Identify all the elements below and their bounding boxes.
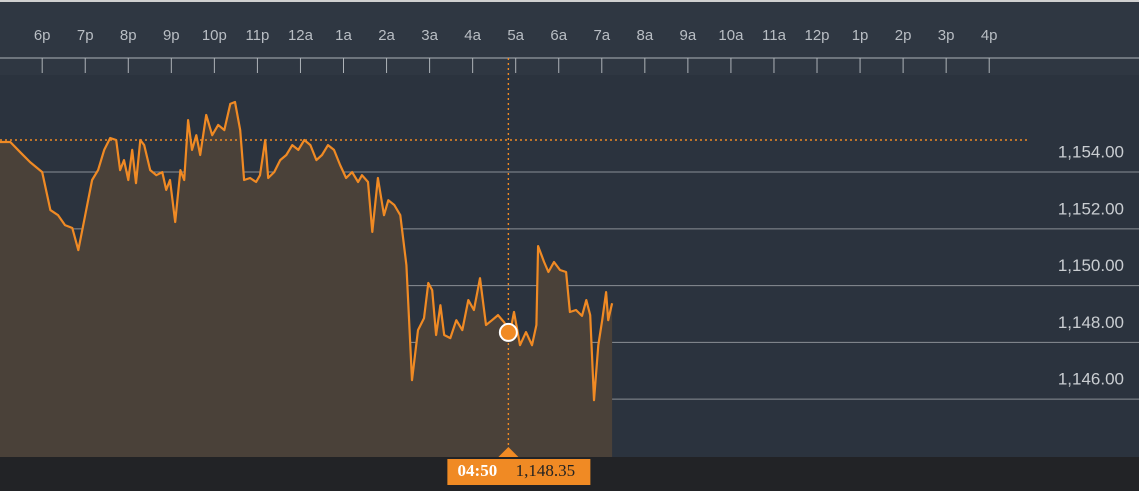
crosshair-time: 04:50: [458, 461, 498, 480]
x-tick-label: 7a: [593, 27, 610, 44]
x-tick-label: 3p: [938, 27, 955, 44]
x-tick-label: 10p: [202, 27, 227, 44]
x-tick-label: 5a: [507, 27, 524, 44]
x-tick-label: 7p: [77, 27, 94, 44]
x-tick-label: 2p: [895, 27, 912, 44]
crosshair-label-box: [447, 459, 591, 485]
y-tick-label: 1,154.00: [1058, 143, 1124, 162]
x-tick-label: 6p: [34, 27, 51, 44]
x-tick-label: 4p: [981, 27, 998, 44]
crosshair-pointer: [498, 447, 519, 457]
x-tick-label: 12p: [804, 27, 829, 44]
y-tick-label: 1,148.00: [1058, 313, 1124, 332]
y-tick-label: 1,152.00: [1058, 199, 1124, 218]
x-tick-label: 3a: [421, 27, 438, 44]
top-border: [0, 0, 1139, 2]
time-axis-band: [0, 0, 1139, 75]
x-tick-label: 2a: [378, 27, 395, 44]
x-tick-label: 10a: [718, 27, 744, 44]
crosshair-value: 1,148.35: [516, 461, 576, 480]
x-tick-label: 11p: [245, 27, 269, 44]
x-tick-label: 9p: [163, 27, 180, 44]
x-tick-label: 1a: [335, 27, 352, 44]
y-tick-label: 1,150.00: [1058, 256, 1124, 275]
x-tick-label: 8p: [120, 27, 137, 44]
x-tick-label: 11a: [762, 27, 787, 44]
x-tick-label: 1p: [852, 27, 869, 44]
x-tick-label: 8a: [636, 27, 653, 44]
crosshair-marker: [498, 322, 518, 342]
x-tick-label: 9a: [680, 27, 697, 44]
x-tick-label: 4a: [464, 27, 481, 44]
price-line: [0, 100, 614, 402]
x-tick-label: 12a: [288, 27, 314, 44]
y-tick-label: 1,146.00: [1058, 370, 1124, 389]
area: [0, 102, 613, 457]
x-tick-label: 6a: [550, 27, 567, 44]
